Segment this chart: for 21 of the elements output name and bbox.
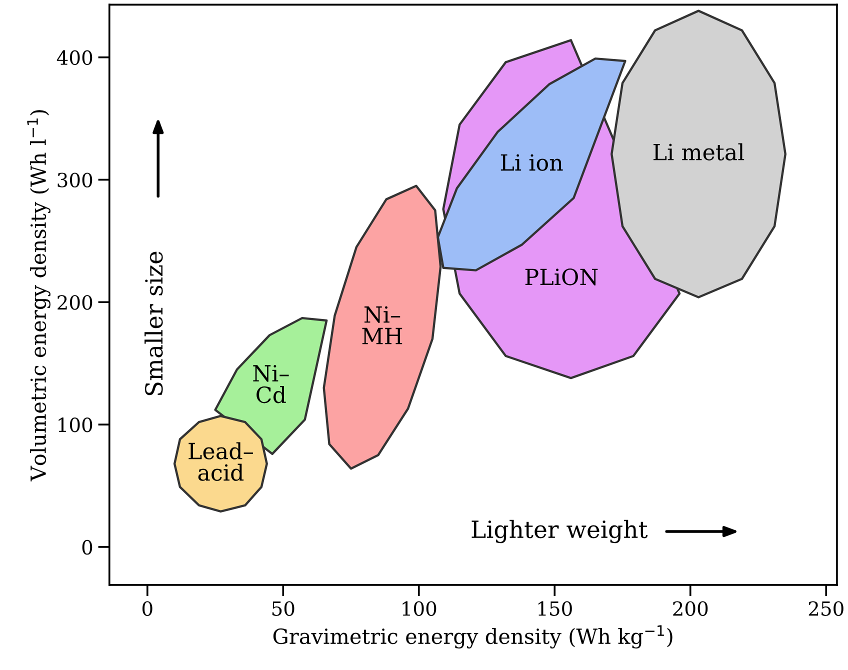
y-axis-title: Volumetric energy density (Wh l$^{−1}$) bbox=[27, 110, 50, 482]
x-tick-label: 0 bbox=[142, 601, 152, 616]
x-tick-label: 200 bbox=[673, 601, 708, 616]
y-tick-label: 200 bbox=[58, 295, 92, 310]
y-tick-label: 300 bbox=[58, 172, 92, 188]
y-tick-label: 400 bbox=[56, 50, 92, 65]
series-label: Lead– acid bbox=[188, 442, 253, 481]
y-tick-label: 0 bbox=[82, 540, 92, 555]
annotation: Smaller size bbox=[144, 252, 163, 396]
x-tick-label: 150 bbox=[538, 601, 572, 616]
x-tick-label: 50 bbox=[272, 601, 294, 616]
x-tick-label: 250 bbox=[808, 601, 844, 616]
series-label: PLiON bbox=[525, 268, 598, 286]
x-tick-label: 100 bbox=[402, 601, 436, 616]
x-axis-title: Gravimetric energy density (Wh kg$^{−1}$) bbox=[273, 625, 672, 648]
annotation: Lighter weight bbox=[472, 520, 648, 544]
series-label: Ni– Cd bbox=[253, 365, 289, 404]
series-label: Li metal bbox=[654, 143, 744, 160]
series-label: Li ion bbox=[500, 154, 563, 171]
series-label: Ni– MH bbox=[362, 306, 402, 344]
y-tick-label: 100 bbox=[58, 418, 92, 432]
